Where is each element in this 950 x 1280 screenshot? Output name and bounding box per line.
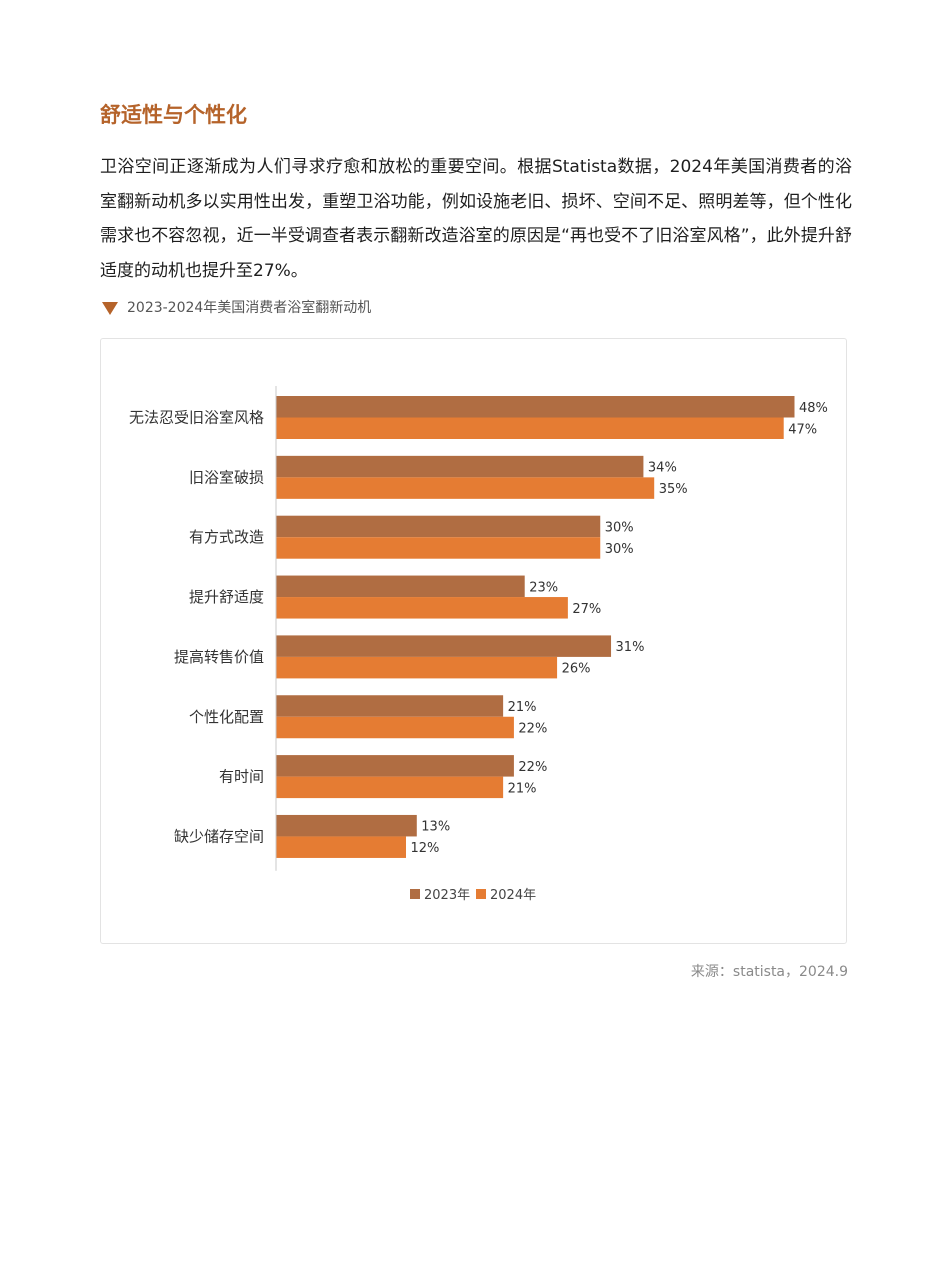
category-label: 无法忍受旧浴室风格 bbox=[129, 409, 264, 427]
data-label: 23% bbox=[529, 580, 558, 595]
bar-2024 bbox=[276, 836, 406, 858]
data-label: 21% bbox=[508, 781, 537, 796]
bar-2023 bbox=[276, 396, 795, 418]
data-label: 22% bbox=[518, 722, 547, 737]
category-label: 旧浴室破损 bbox=[189, 468, 264, 486]
figure-caption: 2023-2024年美国消费者浴室翻新动机 bbox=[102, 297, 371, 319]
bar-2024 bbox=[276, 597, 568, 619]
data-label: 30% bbox=[605, 520, 634, 535]
data-label: 12% bbox=[411, 841, 440, 856]
legend-label: 2023年 bbox=[424, 888, 470, 903]
data-label: 30% bbox=[605, 542, 634, 557]
data-label: 13% bbox=[421, 820, 450, 835]
chart-container: 无法忍受旧浴室风格 48% 47% 旧浴室破损 34% 35% 有方式改造 30% 30% 提升舒… bbox=[100, 338, 847, 944]
bar-2023 bbox=[276, 515, 601, 538]
data-label: 48% bbox=[799, 401, 828, 416]
data-label: 27% bbox=[572, 602, 601, 617]
bar-2023 bbox=[276, 695, 504, 717]
bar-2024 bbox=[276, 417, 784, 439]
bar-chart: 无法忍受旧浴室风格 48% 47% 旧浴室破损 34% 35% 有方式改造 30% 30% 提升舒… bbox=[129, 386, 828, 903]
bar-2023 bbox=[276, 755, 514, 777]
category-label: 缺少储存空间 bbox=[174, 827, 264, 845]
source-note: 来源：statista，2024.9 bbox=[690, 964, 848, 980]
data-label: 26% bbox=[562, 662, 591, 677]
category-label: 个性化配置 bbox=[189, 708, 264, 726]
triangle-down-icon bbox=[102, 301, 118, 315]
bar-2024 bbox=[276, 537, 601, 559]
category-label: 有时间 bbox=[219, 768, 264, 786]
figure-caption-text: 2023-2024年美国消费者浴室翻新动机 bbox=[127, 300, 372, 316]
data-label: 21% bbox=[508, 700, 537, 715]
legend-label: 2024年 bbox=[490, 888, 536, 903]
data-label: 34% bbox=[648, 461, 677, 476]
bar-2023 bbox=[276, 635, 612, 657]
bar-2024 bbox=[276, 716, 514, 739]
data-label: 31% bbox=[616, 640, 645, 655]
category-label: 提升舒适度 bbox=[189, 588, 264, 606]
category-label: 提高转售价值 bbox=[174, 648, 264, 666]
category-label: 有方式改造 bbox=[189, 528, 264, 546]
data-label: 47% bbox=[788, 422, 817, 437]
bar-2023 bbox=[276, 814, 417, 837]
bar-2023 bbox=[276, 575, 525, 598]
section-title: 舒适性与个性化 bbox=[100, 103, 247, 127]
legend-swatch bbox=[476, 889, 486, 899]
legend-swatch bbox=[410, 889, 420, 899]
bar-2023 bbox=[276, 455, 644, 478]
bar-2024 bbox=[276, 776, 504, 799]
bar-2024 bbox=[276, 477, 655, 499]
data-label: 35% bbox=[659, 482, 688, 497]
intro-paragraph: 卫浴空间正逐渐成为人们寻求疗愈和放松的重要空间。根据Statista数据，202… bbox=[100, 157, 852, 281]
data-label: 22% bbox=[518, 760, 547, 775]
bar-2024 bbox=[276, 656, 558, 679]
